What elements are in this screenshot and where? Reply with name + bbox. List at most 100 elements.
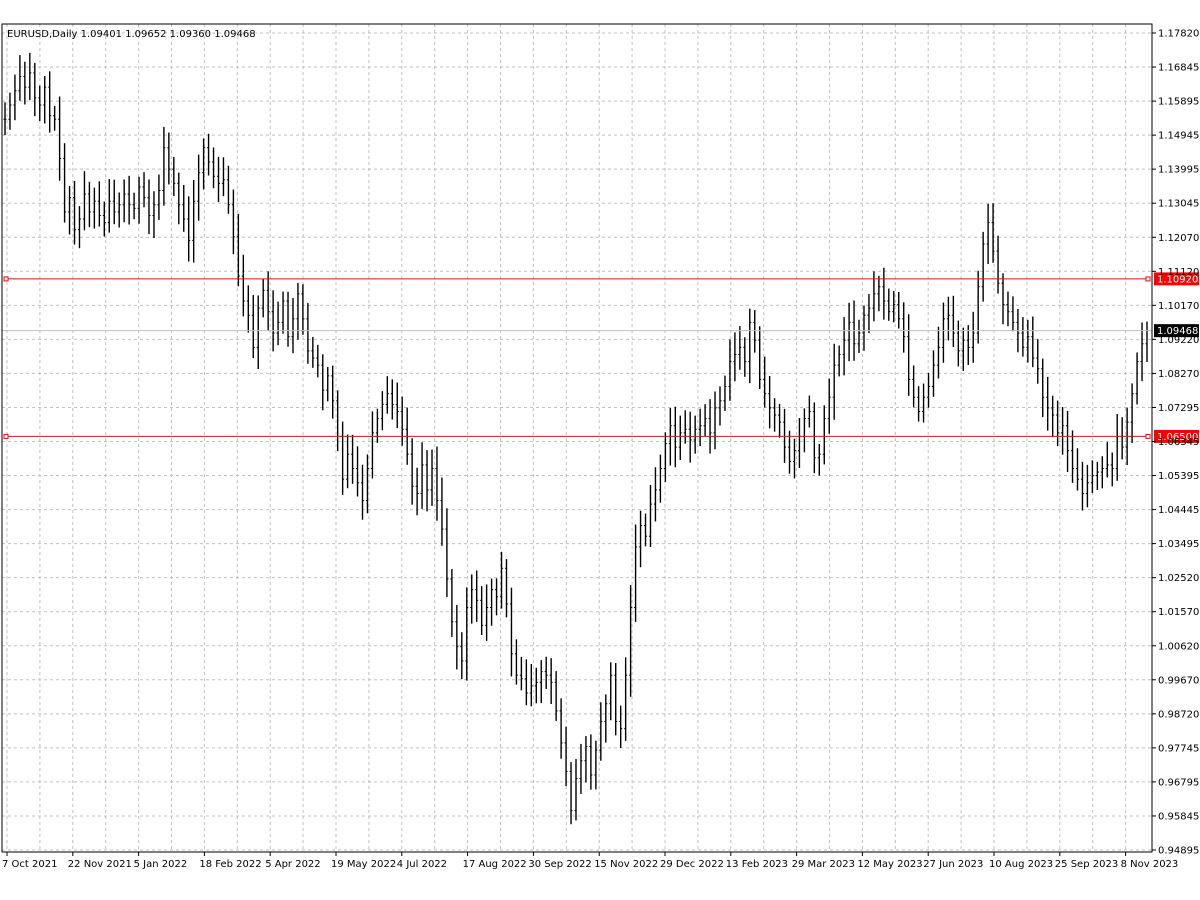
price-bar [400,396,404,446]
price-bar [797,418,801,468]
price-bar [1100,456,1104,489]
price-bar [648,484,652,548]
price-bar [495,578,499,616]
price-bar [807,395,811,428]
price-bar [554,671,558,721]
price-bar [663,432,667,482]
price-bar [862,305,866,351]
x-tick-label: 5 Apr 2022 [265,859,320,870]
level-price-label: 1.06500 [1157,432,1198,443]
price-bar [1056,400,1060,447]
price-bar [857,319,861,353]
level-handle-left[interactable] [3,276,9,282]
y-tick-label: 1.03495 [1158,539,1199,550]
price-bar [53,106,57,131]
price-bar [470,574,474,624]
price-bar [28,52,32,101]
price-bar [380,391,384,431]
price-bar [882,267,886,320]
price-bar [877,275,881,312]
level-handle-left[interactable] [3,433,9,439]
price-bar [917,386,921,422]
price-bar [226,165,230,214]
price-bar [653,467,657,522]
price-bar [698,408,702,447]
price-bar [644,513,648,547]
price-bar [256,295,260,370]
y-tick-label: 1.13045 [1158,199,1199,210]
price-bar [266,271,270,331]
price-bar [579,743,583,794]
price-bar [1001,273,1005,325]
price-bar [614,662,618,736]
price-bar [271,290,275,352]
price-bar [8,92,12,130]
price-bar [390,379,394,420]
price-bar [43,76,47,124]
price-bar [594,740,598,790]
x-tick-label: 22 Nov 2021 [68,859,132,870]
price-bar [460,632,464,680]
price-bar [485,584,489,641]
price-bar [951,295,955,348]
y-tick-label: 1.10170 [1158,301,1199,312]
price-bar [420,442,424,509]
price-bar [887,288,891,321]
price-bar [177,172,181,225]
price-bar [792,438,796,479]
price-bar [117,192,121,228]
price-bar [187,196,191,262]
price-bar [440,477,444,546]
price-bar [1120,417,1124,460]
price-bar [589,734,593,790]
y-tick-label: 0.95845 [1158,811,1199,822]
price-bar [1046,376,1050,431]
time-axis[interactable]: 7 Oct 2021 22 Nov 2021 5 Jan 2022 18 Feb 20… [2,852,1178,870]
price-bar [559,698,563,759]
price-bar [197,154,201,221]
price-bar [941,302,945,363]
price-bar [286,291,290,347]
y-tick-label: 1.11120 [1158,267,1199,278]
price-bar [1075,448,1079,491]
price-bar [907,314,911,396]
price-bar [847,302,851,362]
price-bar [73,180,77,245]
level-handle-right[interactable] [1145,276,1151,282]
y-tick-label: 1.07295 [1158,403,1199,414]
price-bar [172,156,176,197]
horizontal-level-line[interactable]: 1.10920 [3,272,1199,286]
price-bar [1051,395,1055,438]
y-tick-label: 0.96795 [1158,777,1199,788]
price-bar [375,408,379,443]
price-bar [107,179,111,233]
price-bar [356,446,360,497]
price-bar [1080,461,1084,511]
x-tick-label: 19 May 2022 [331,859,396,870]
price-bar [549,658,553,704]
price-bar [127,175,131,225]
horizontal-levels[interactable]: 1.09468 1.10920 1.06500 [2,272,1199,443]
price-bar [3,102,7,136]
price-bar [788,430,792,474]
price-bar [956,320,960,367]
price-bar [137,176,141,224]
price-bar [569,762,573,825]
price-axis[interactable]: 1.17820 1.16845 1.15895 1.14945 1.13995 1.130… [1152,29,1199,857]
x-tick-label: 17 Aug 2022 [463,859,527,870]
price-bar [351,434,355,484]
price-bar [936,326,940,379]
price-bar [574,759,578,821]
price-bar [425,450,429,512]
level-handle-right[interactable] [1145,433,1151,439]
price-bar [922,383,926,423]
y-tick-label: 1.01570 [1158,607,1199,618]
ohlc-bars [3,52,1149,825]
price-bar [584,736,588,783]
price-bar [534,667,538,704]
price-bar [773,398,777,432]
horizontal-level-line[interactable]: 1.06500 [3,429,1199,443]
price-bar [946,296,950,341]
